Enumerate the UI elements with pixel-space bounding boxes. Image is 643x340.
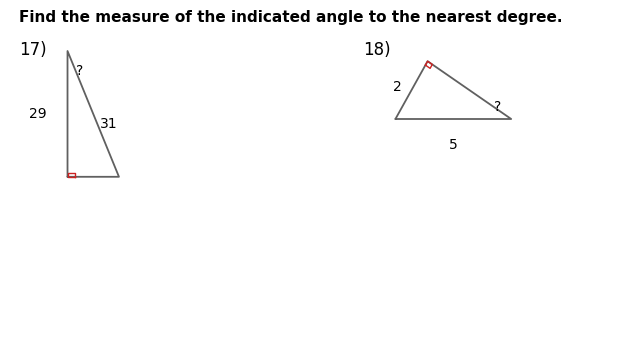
Text: 29: 29	[29, 107, 46, 121]
Text: 17): 17)	[19, 41, 47, 59]
Text: Find the measure of the indicated angle to the nearest degree.: Find the measure of the indicated angle …	[19, 10, 563, 25]
Text: 18): 18)	[363, 41, 391, 59]
Text: ?: ?	[494, 100, 501, 114]
Text: ?: ?	[76, 64, 83, 79]
Text: 5: 5	[449, 138, 458, 152]
Text: 2: 2	[393, 80, 402, 94]
Text: 31: 31	[100, 117, 117, 131]
